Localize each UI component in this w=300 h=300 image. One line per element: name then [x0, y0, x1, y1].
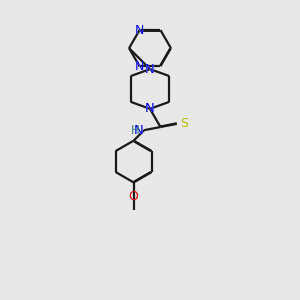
Text: N: N — [133, 124, 143, 137]
Text: N: N — [145, 63, 155, 76]
Text: N: N — [135, 24, 144, 37]
Text: N: N — [145, 102, 155, 115]
Text: N: N — [145, 102, 155, 115]
Text: N: N — [145, 63, 155, 76]
Text: O: O — [129, 190, 139, 202]
Text: H: H — [131, 124, 140, 137]
Text: S: S — [180, 117, 188, 130]
Text: N: N — [133, 124, 143, 137]
Text: N: N — [135, 24, 144, 37]
Text: N: N — [135, 60, 144, 73]
Text: N: N — [135, 60, 144, 73]
